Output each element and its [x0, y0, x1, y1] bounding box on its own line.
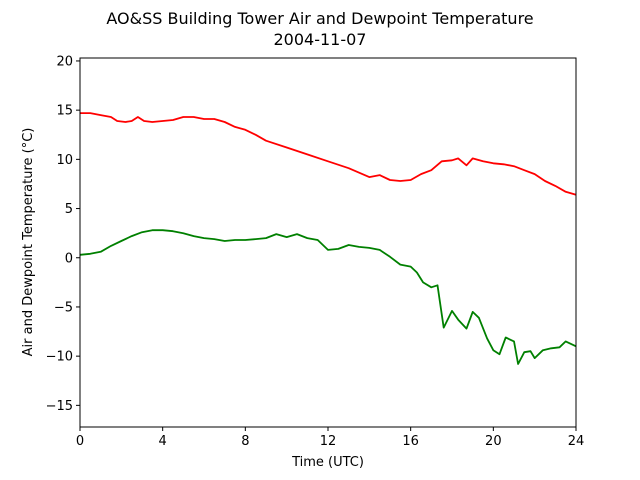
plot-frame [79, 57, 577, 428]
chart-title: AO&SS Building Tower Air and Dewpoint Te… [106, 9, 533, 28]
y-tick-label: −15 [46, 399, 73, 414]
x-tick-label: 8 [241, 434, 249, 449]
y-axis-label: Air and Dewpoint Temperature (°C) [21, 128, 36, 357]
x-axis: 0 4 8 12 16 20 24 [76, 427, 584, 449]
y-tick-label: 5 [65, 202, 73, 217]
x-tick-label: 12 [320, 434, 337, 449]
y-tick-label: −10 [46, 350, 73, 365]
x-tick-label: 24 [568, 434, 585, 449]
y-tick-label: −5 [54, 300, 73, 315]
x-tick-label: 4 [159, 434, 167, 449]
x-tick-label: 0 [76, 434, 84, 449]
series-line-0 [80, 112, 577, 196]
plot-series [79, 112, 577, 365]
x-tick-label: 16 [402, 434, 419, 449]
y-tick-label: 10 [56, 153, 73, 168]
y-tick-label: 20 [56, 54, 73, 69]
y-tick-label: 0 [65, 251, 73, 266]
y-axis: 20 15 10 5 0 −5 −10 −15 [46, 54, 80, 414]
series-line-1 [79, 229, 577, 365]
chart-subtitle: 2004-11-07 [274, 30, 367, 49]
y-tick-label: 15 [56, 104, 73, 119]
x-axis-label: Time (UTC) [291, 455, 364, 470]
x-tick-label: 20 [485, 434, 502, 449]
